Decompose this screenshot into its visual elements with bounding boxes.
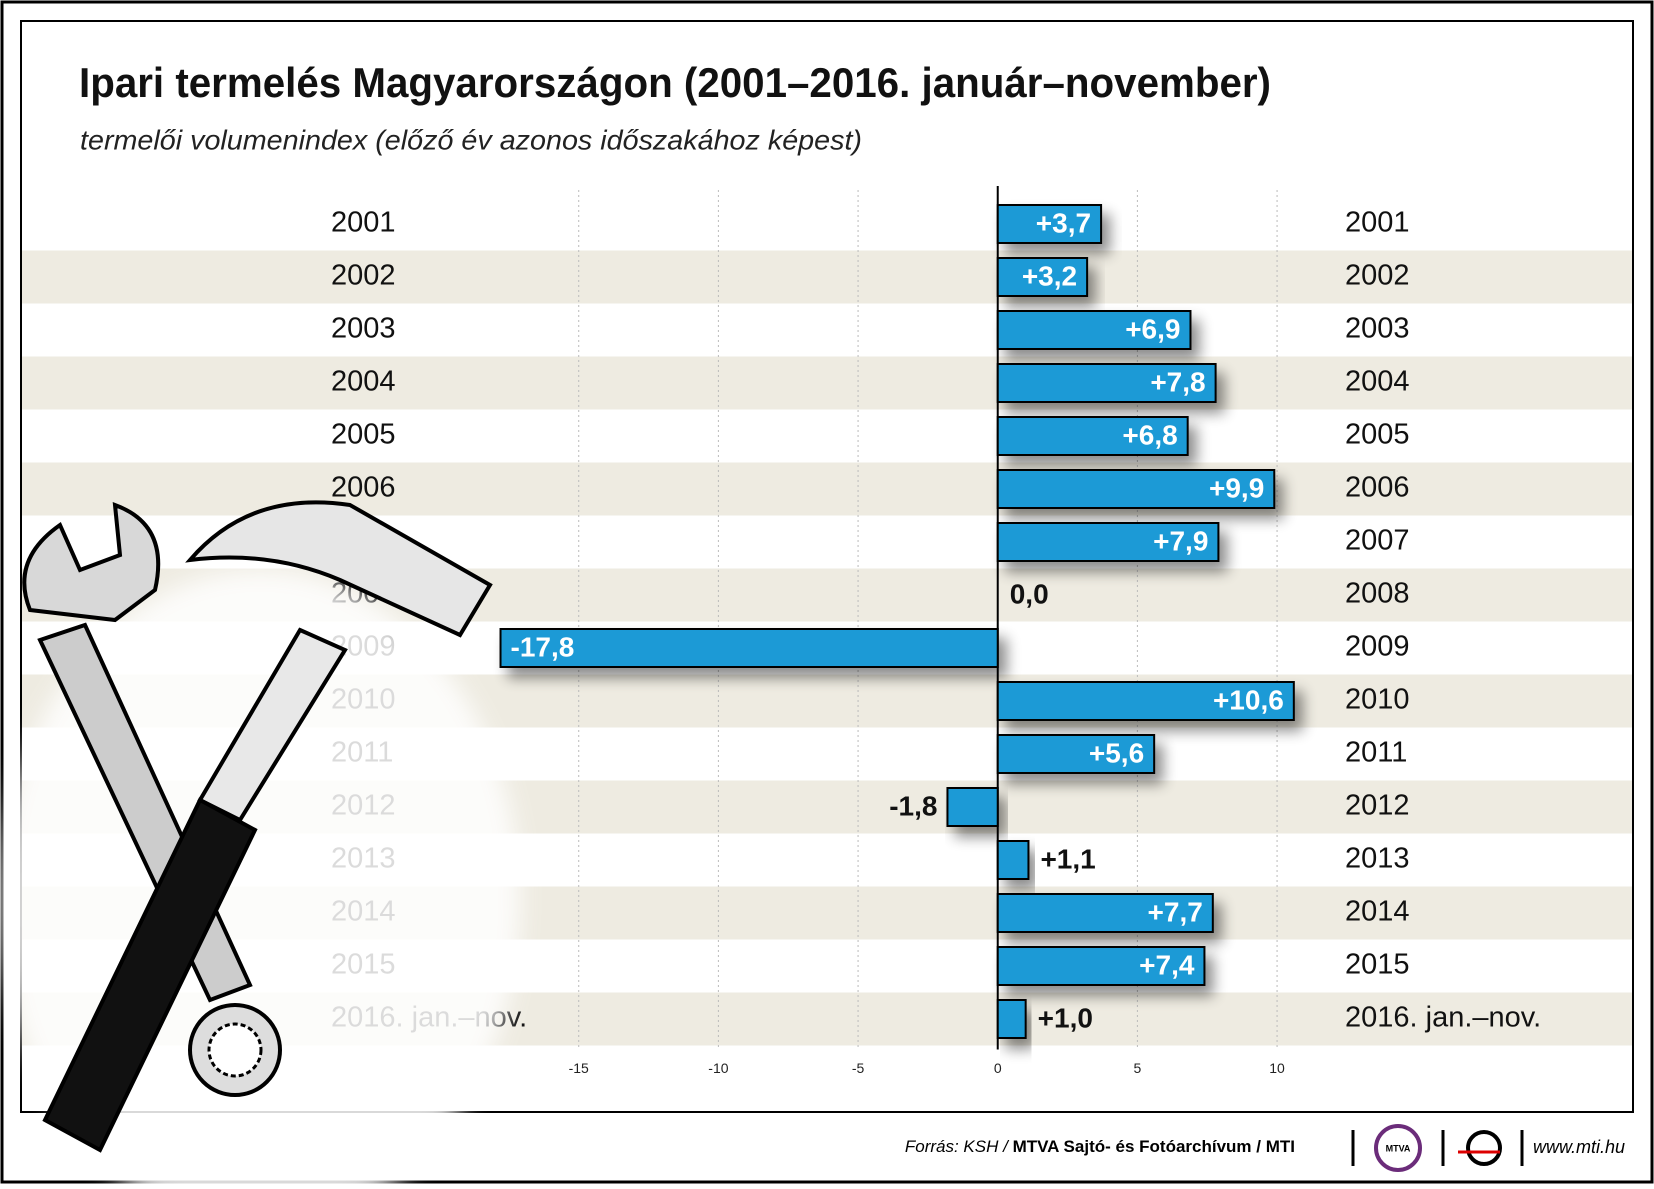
bar <box>996 893 1214 933</box>
category-label-right: 2010 <box>1345 684 1410 716</box>
category-label-right: 2013 <box>1345 843 1410 875</box>
source-end: / MTI <box>1256 1137 1295 1156</box>
value-label: +5,6 <box>1089 737 1144 768</box>
value-label: -17,8 <box>511 631 575 662</box>
x-tick-label: -5 <box>852 1060 865 1076</box>
value-label: +7,8 <box>1150 366 1205 397</box>
category-label-right: 2006 <box>1345 472 1410 504</box>
value-label: +7,9 <box>1153 525 1208 556</box>
category-label-right: 2001 <box>1345 207 1410 239</box>
value-label: +1,0 <box>1038 1002 1093 1033</box>
bar <box>996 310 1192 350</box>
x-tick-label: 10 <box>1269 1060 1285 1076</box>
tools-illustration <box>0 500 520 1189</box>
footer: Forrás: KSH / MTVA Sajtó- és Fotóarchívu… <box>905 1124 1625 1172</box>
category-label-right: 2014 <box>1345 896 1410 928</box>
bar <box>996 257 1089 297</box>
category-label: 2003 <box>331 313 396 345</box>
value-label: +10,6 <box>1213 684 1284 715</box>
value-label: +6,9 <box>1125 313 1180 344</box>
bar <box>996 416 1189 456</box>
logo: MTVA <box>1386 1143 1411 1153</box>
x-tick-label: 0 <box>994 1060 1002 1076</box>
value-label: +1,1 <box>1040 843 1095 874</box>
bar <box>996 522 1220 562</box>
category-label-right: 2003 <box>1345 313 1410 345</box>
category-label: 2004 <box>331 366 396 398</box>
bar <box>996 840 1030 880</box>
x-tick-label: -15 <box>569 1060 589 1076</box>
value-label: 0,0 <box>1010 578 1049 609</box>
category-label-right: 2004 <box>1345 366 1410 398</box>
category-label-right: 2005 <box>1345 419 1410 451</box>
category-label: 2002 <box>331 260 396 292</box>
value-label: +6,8 <box>1122 419 1177 450</box>
value-label: +7,7 <box>1148 896 1203 927</box>
category-label-right: 2009 <box>1345 631 1410 663</box>
category-label: 2001 <box>331 207 396 239</box>
inner-frame <box>20 20 1634 1113</box>
value-label: +9,9 <box>1209 472 1264 503</box>
category-label-right: 2016. jan.–nov. <box>1345 1002 1541 1034</box>
category-label-right: 2012 <box>1345 790 1410 822</box>
chart-subtitle: termelői volumenindex (előző év azonos i… <box>80 124 862 155</box>
category-label: 2005 <box>331 419 396 451</box>
category-label: 2006 <box>331 472 396 504</box>
bar <box>996 363 1217 403</box>
category-label-right: 2015 <box>1345 949 1410 981</box>
value-label: +3,2 <box>1022 260 1077 291</box>
source-bold: MTVA Sajtó- és Fotóarchívum <box>1013 1137 1252 1156</box>
bar <box>996 999 1027 1039</box>
category-label-right: 2007 <box>1345 525 1410 557</box>
bar <box>996 946 1206 986</box>
row-band <box>22 250 1632 304</box>
x-tick-label: 5 <box>1134 1060 1142 1076</box>
bar <box>996 469 1276 509</box>
row-band <box>22 356 1632 410</box>
bar <box>996 204 1103 244</box>
website: www.mti.hu <box>1533 1137 1625 1157</box>
source-prefix: Forrás: KSH / <box>905 1137 1010 1156</box>
bar <box>946 787 999 827</box>
category-label-right: 2008 <box>1345 578 1410 610</box>
value-label: +3,7 <box>1036 207 1091 238</box>
value-label: -1,8 <box>889 790 937 821</box>
chart-title: Ipari termelés Magyarországon (2001–2016… <box>79 59 1271 106</box>
bar <box>996 681 1295 721</box>
value-label: +7,4 <box>1139 949 1195 980</box>
category-label-right: 2002 <box>1345 260 1410 292</box>
bar <box>996 734 1156 774</box>
x-tick-label: -10 <box>708 1060 728 1076</box>
bar <box>499 628 999 668</box>
source: Forrás: KSH / MTVA Sajtó- és Fotóarchívu… <box>905 1137 1295 1156</box>
category-label-right: 2011 <box>1345 737 1407 769</box>
